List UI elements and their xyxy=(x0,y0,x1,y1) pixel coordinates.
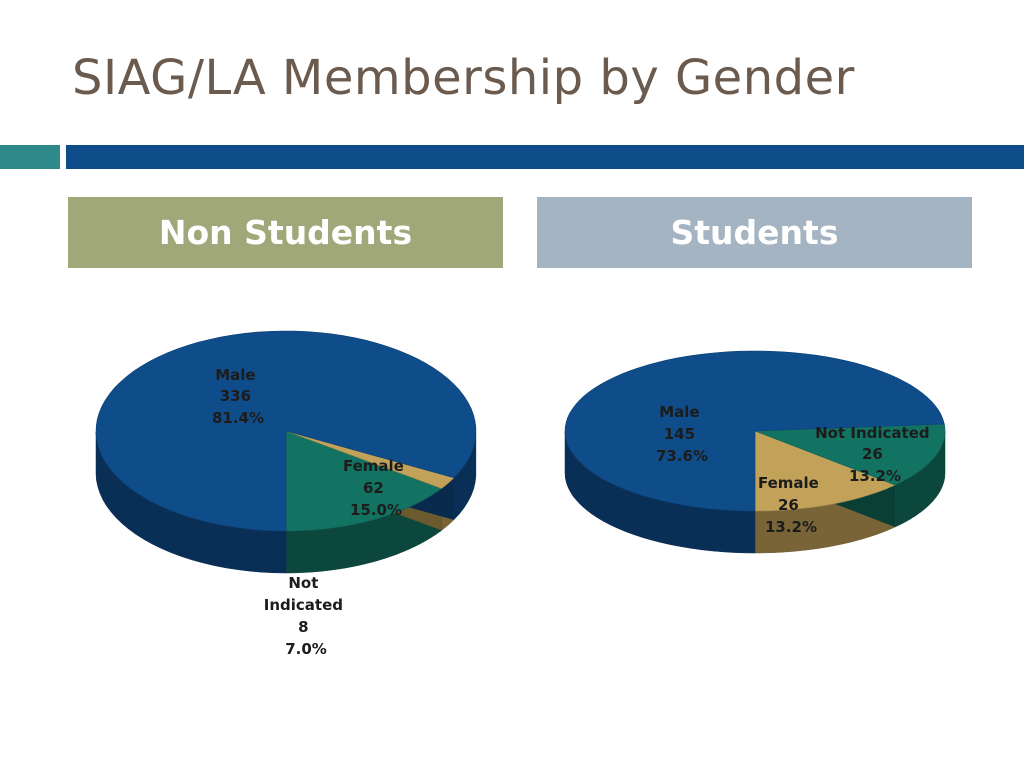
accent-bar-teal xyxy=(0,145,60,169)
pie-slice-male xyxy=(95,330,477,532)
pie1-female-label: Female 26 13.2% xyxy=(758,474,824,536)
pie1-male-label: Male 145 73.6% xyxy=(656,403,708,465)
pie1-not-indicated-label: Not Indicated 26 13.2% xyxy=(815,424,935,485)
non-students-header: Non Students xyxy=(68,197,503,268)
accent-bar-blue xyxy=(66,145,1024,169)
pie-slice-female xyxy=(754,430,896,512)
pie-slice-male xyxy=(564,350,945,512)
pie0-female-label: Female 62 15.0% xyxy=(343,457,409,519)
pie0-not-indicated-label: Not Indicated 8 7.0% xyxy=(264,574,348,658)
pie-slice-female xyxy=(285,430,443,532)
pie-slice-not-indicated xyxy=(754,423,946,486)
pie0-male-label: Male 336 81.4% xyxy=(212,366,264,427)
pie-chart-students xyxy=(564,350,946,554)
pie-slice-not-indicated xyxy=(285,430,455,489)
page-title: SIAG/LA Membership by Gender xyxy=(72,50,855,106)
students-header: Students xyxy=(537,197,972,268)
pie-chart-non-students xyxy=(95,330,477,574)
